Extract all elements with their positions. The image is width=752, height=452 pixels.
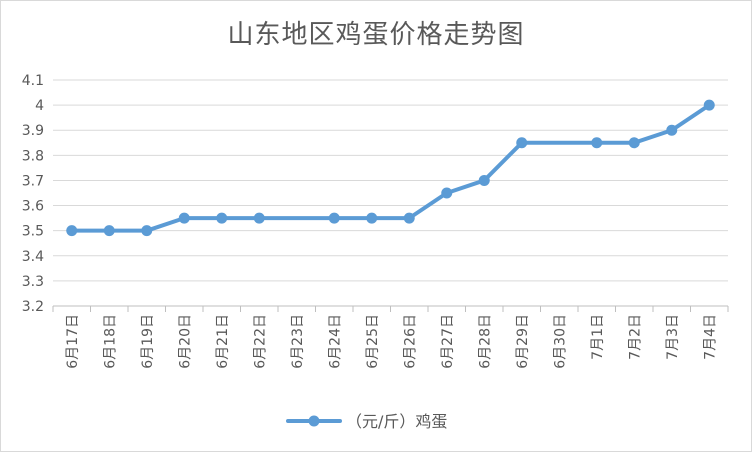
data-point [253, 212, 265, 224]
x-tick-label: 6月30日 [552, 314, 568, 369]
x-tick-label: 6月23日 [290, 314, 306, 369]
data-point [366, 212, 378, 224]
y-tick-label: 4.1 [22, 73, 44, 89]
x-tick-label: 6月24日 [327, 314, 343, 369]
x-tick-label: 6月29日 [515, 314, 531, 369]
data-point [328, 212, 340, 224]
data-point [666, 124, 678, 136]
x-tick-label: 6月19日 [140, 314, 156, 369]
y-axis-ticks: 3.2 3.3 3.4 3.5 3.6 3.7 3.8 3.9 4 4.1 [22, 73, 44, 315]
data-point [178, 212, 190, 224]
x-tick-label: 6月21日 [215, 314, 231, 369]
y-tick-label: 3.5 [22, 224, 44, 240]
legend-marker [308, 415, 320, 427]
x-tick-label: 6月18日 [102, 314, 118, 369]
x-tick-label: 6月17日 [65, 314, 81, 369]
data-point [66, 225, 78, 237]
y-tick-label: 3.7 [22, 173, 44, 189]
x-tick-label: 7月1日 [590, 314, 606, 360]
x-tick-label: 7月3日 [665, 314, 681, 360]
data-point [216, 212, 228, 224]
chart-title: 山东地区鸡蛋价格走势图 [227, 20, 525, 50]
legend: （元/斤）鸡蛋 [286, 412, 447, 431]
y-tick-label: 3.8 [22, 148, 44, 164]
data-point [703, 99, 715, 111]
y-tick-label: 3.2 [22, 299, 44, 315]
legend-label: （元/斤）鸡蛋 [346, 412, 447, 431]
data-point [628, 137, 640, 149]
y-tick-label: 3.4 [22, 249, 44, 265]
x-axis-ticks: 6月17日 6月18日 6月19日 6月20日 6月21日 6月22日 6月23日 6月24日… [52, 306, 729, 369]
data-point [441, 187, 453, 199]
x-tick-label: 6月25日 [365, 314, 381, 369]
x-tick-label: 6月28日 [477, 314, 493, 369]
data-point [103, 225, 115, 237]
data-point [516, 137, 528, 149]
x-tick-label: 6月27日 [440, 314, 456, 369]
y-tick-label: 3.9 [22, 123, 44, 139]
data-point [591, 137, 603, 149]
data-point [141, 225, 153, 237]
x-tick-label: 7月4日 [702, 314, 718, 360]
x-tick-label: 6月20日 [177, 314, 193, 369]
data-point [478, 174, 490, 186]
y-tick-label: 4 [35, 98, 44, 114]
series-line [69, 103, 712, 233]
y-tick-label: 3.3 [22, 274, 44, 290]
y-tick-label: 3.6 [22, 199, 44, 215]
series-layer [66, 99, 715, 237]
grid-layer [53, 79, 728, 307]
x-tick-label: 6月22日 [252, 314, 268, 369]
x-tick-label: 6月26日 [402, 314, 418, 369]
x-tick-label: 7月2日 [627, 314, 643, 360]
data-point [403, 212, 415, 224]
